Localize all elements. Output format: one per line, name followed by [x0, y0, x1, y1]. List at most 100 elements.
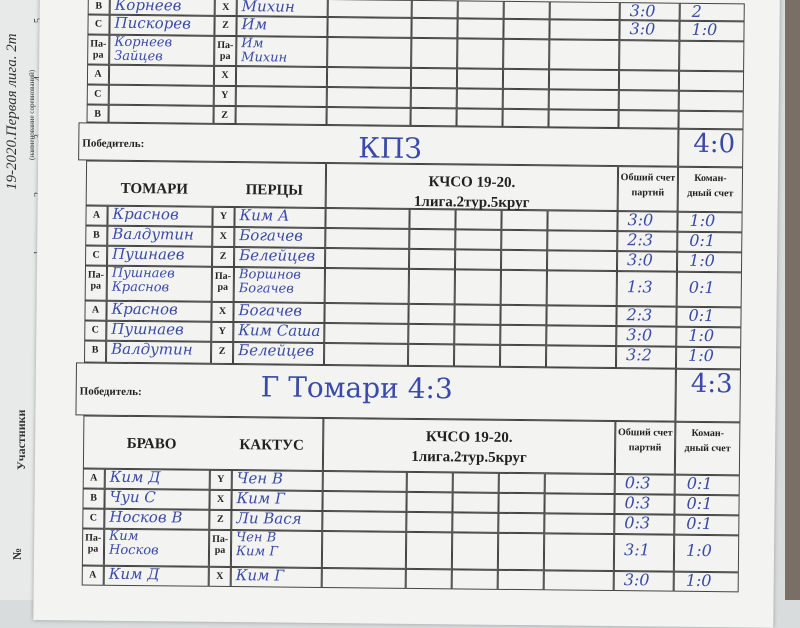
game-cell — [500, 304, 547, 326]
team2-name: ПЕРЦЫ — [245, 182, 304, 199]
game-cell — [503, 38, 550, 70]
winner-team-score: 4:0 — [693, 128, 736, 160]
game-cell — [410, 107, 457, 127]
team-score: 1:0 — [688, 345, 714, 366]
team-score: 0:1 — [686, 473, 713, 494]
game-cell — [322, 470, 407, 492]
player1-name: Пискорев — [114, 13, 191, 33]
player2-name: Чен В Ким Г — [235, 530, 279, 560]
game-cell — [452, 472, 499, 493]
position2-label: Z — [222, 19, 229, 31]
player2-name: Белейцев — [239, 246, 316, 265]
position2-label: Па-ра — [214, 270, 232, 293]
sets-score: 3:0 — [626, 325, 653, 345]
player1-name: Ким Д — [109, 467, 161, 487]
game-cell — [501, 229, 548, 251]
sets-score: 1:3 — [626, 277, 653, 297]
game-cell — [411, 17, 458, 39]
position2-label: X — [216, 570, 224, 582]
game-cell — [501, 209, 548, 231]
player2-cell — [235, 66, 328, 88]
position1-label: B — [91, 344, 99, 356]
team-score: 1:0 — [689, 210, 716, 231]
sets-score: 3:0 — [623, 570, 650, 590]
position1-label: B — [95, 0, 103, 12]
player2-name: Богачев — [239, 226, 303, 245]
game-cell — [408, 248, 456, 270]
sets-score: 0:3 — [624, 493, 651, 513]
player2-name: Им Михин — [241, 36, 288, 66]
player1-name: Валдутин — [111, 339, 193, 359]
player1-name: Ким Носков — [108, 528, 159, 558]
game-cell — [457, 0, 504, 19]
position2-label: X — [216, 493, 225, 505]
team-score-cell — [678, 110, 744, 130]
game-cell — [546, 305, 617, 327]
game-cell — [324, 302, 409, 324]
competition-title: 19-2020.Первая лига. 2т — [4, 33, 20, 190]
position1-label: Па-ра — [90, 38, 107, 61]
sets-header: Обший счет партий — [617, 427, 673, 454]
competition-subtitle: (наименование соревнований) — [28, 69, 36, 160]
team-score-cell — [678, 70, 745, 92]
game-cell — [322, 490, 407, 512]
game-cell — [451, 532, 499, 570]
number-column-label: № — [10, 547, 24, 560]
position1-label: B — [94, 108, 101, 120]
player2-name: Воршнов Богачев — [238, 267, 301, 297]
game-cell — [546, 325, 617, 347]
game-cell — [498, 472, 545, 494]
sets-cell — [618, 90, 679, 111]
background-edge — [785, 0, 800, 600]
game-cell — [457, 38, 504, 69]
game-cell — [500, 269, 547, 306]
team-score-cell — [679, 40, 745, 72]
game-cell — [411, 37, 458, 69]
game-cell — [455, 209, 502, 230]
game-cell — [326, 107, 411, 126]
position2-label: Z — [216, 513, 224, 525]
position2-label: Z — [218, 345, 226, 357]
position1-label: C — [91, 324, 100, 336]
position1-label: C — [94, 88, 102, 100]
game-cell — [409, 208, 456, 230]
player1-name: Корнеев — [114, 0, 182, 15]
position1-label: A — [91, 304, 100, 316]
game-cell — [456, 88, 503, 109]
team-score: 0:1 — [688, 277, 715, 298]
game-cell — [500, 324, 547, 346]
position1-label: A — [89, 569, 97, 581]
score-sheet: B X Корнеев Михин 3:0 2 C Z Пискорев Им 3:0 1:0 Па-р… — [33, 0, 780, 628]
game-cell — [324, 248, 410, 269]
game-cell — [326, 87, 411, 108]
sets-cell — [618, 70, 680, 91]
game-cell — [453, 344, 501, 367]
game-cell — [499, 344, 547, 368]
team1-name: БРАВО — [126, 435, 177, 453]
position1-label: Па-ра — [85, 532, 102, 555]
team-score: 0:1 — [686, 493, 713, 514]
game-cell — [326, 67, 412, 88]
position1-label: Па-ра — [87, 269, 105, 292]
position2-label: Y — [217, 473, 225, 485]
game-cell — [327, 17, 412, 38]
game-cell — [546, 270, 617, 307]
sets-score: 0:3 — [624, 473, 651, 493]
game-cell — [497, 532, 545, 571]
position2-label: X — [219, 230, 227, 242]
player1-name: Ким Д — [108, 564, 160, 584]
position1-label: C — [89, 512, 98, 524]
team-score: 1:0 — [689, 250, 715, 271]
game-cell — [322, 510, 407, 532]
position2-label: Y — [218, 325, 226, 337]
winner-team-score: 4:3 — [690, 368, 733, 400]
sets-cell — [619, 40, 680, 71]
winner-label: Победитель: — [82, 137, 145, 151]
game-cell — [408, 268, 455, 305]
team-score-header: Коман-дный счет — [684, 427, 731, 455]
game-cell — [454, 249, 502, 270]
sets-score: 3:0 — [627, 210, 654, 230]
position1-label: B — [92, 229, 100, 241]
game-cell — [545, 345, 617, 369]
player1-name: Пушнаев Краснов — [111, 265, 175, 296]
